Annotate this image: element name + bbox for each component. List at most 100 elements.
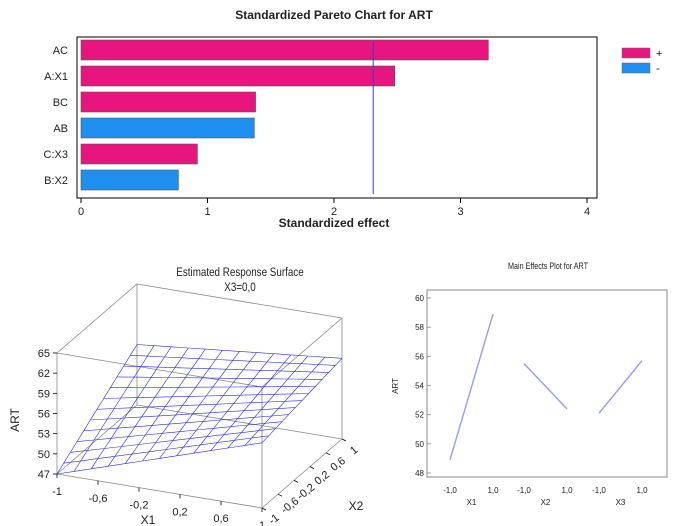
surface-box-edge [261, 438, 343, 509]
pareto-legend: +- [621, 47, 662, 75]
surface-z-tick-label: 62 [38, 368, 50, 380]
surface-z-tick-label: 65 [38, 348, 50, 360]
pareto-x-ticks: 0 1 2 3 4 [78, 198, 590, 218]
surface-x-tick-label: 1 [259, 520, 265, 526]
pareto-plot-frame [76, 36, 598, 199]
main-level-label: -1,0 [443, 486, 457, 495]
surface-x-tick-label: 0,6 [213, 513, 228, 525]
main-effect-line [523, 363, 568, 410]
main-effects-chart: Main Effects Plot for ART 48 50 52 54 56 58 60… [391, 261, 668, 507]
surface-subtitle: X3=0,0 [224, 281, 255, 294]
main-y-tick-label: 60 [415, 294, 424, 303]
surface-y-label: X2 [349, 499, 364, 513]
main-y-tick-label: 50 [415, 440, 424, 449]
surface-z-tick-label: 59 [38, 388, 50, 400]
pareto-legend-swatch [621, 47, 651, 59]
main-y-tick-label: 54 [415, 382, 424, 391]
pareto-x-label: Standardized effect [279, 216, 390, 230]
pareto-chart: Standardized Pareto Chart for ART AC A:X1… [44, 8, 663, 230]
main-level-label: -1,0 [592, 486, 606, 495]
pareto-x-tick-label: 2 [331, 206, 337, 218]
main-effect-line [449, 313, 494, 461]
surface-y-tick [309, 466, 315, 469]
main-level-label: 1,0 [561, 486, 573, 495]
surface-y-tick-label: 0,6 [328, 455, 347, 474]
surface-mesh-line [130, 355, 336, 366]
main-y-label: ART [391, 378, 400, 394]
main-factor-label: X3 [616, 498, 626, 507]
surface-mesh-line [136, 344, 343, 359]
pareto-bar [80, 65, 396, 87]
surface-x-tick-label: -1 [52, 486, 62, 498]
pareto-x-tick-label: 1 [204, 206, 210, 218]
pareto-x-tick-label: 4 [584, 206, 590, 218]
surface-z-tick-label: 50 [38, 449, 50, 461]
main-y-tick-label: 52 [415, 411, 424, 420]
surface-z-tick-label: 56 [38, 409, 50, 421]
main-y-tick-label: 48 [415, 469, 424, 478]
pareto-bar [80, 169, 179, 191]
surface-mesh-line [103, 393, 309, 399]
surface-y-tick [325, 452, 331, 456]
surface-y-tick-label: 0,2 [312, 469, 331, 488]
main-title: Main Effects Plot for ART [508, 261, 588, 271]
pareto-bar [80, 143, 198, 165]
pareto-category-label: AC [53, 45, 68, 57]
pareto-category-label: C:X3 [44, 149, 68, 161]
pareto-x-tick-label: 3 [457, 206, 463, 218]
surface-z-tick-label: 53 [38, 429, 50, 441]
surface-y-tick [293, 480, 299, 483]
main-effect-lines [449, 313, 643, 461]
surface-x-tick-label: -0,6 [89, 493, 108, 505]
surface-x-tick-label: -0,2 [130, 500, 149, 512]
surface-x-tick-label: 0,2 [172, 506, 187, 518]
surface-title: Estimated Response Surface [176, 266, 303, 279]
surface-y-tick [261, 507, 267, 511]
surface-z-ticks: 47 50 53 56 59 62 65 [38, 348, 57, 481]
pareto-legend-label: + [656, 48, 662, 60]
pareto-title: Standardized Pareto Chart for ART [235, 8, 433, 22]
surface-mesh [56, 344, 343, 475]
pareto-bar [80, 39, 489, 61]
pareto-bar [80, 117, 255, 139]
pareto-bars [80, 39, 489, 191]
main-factor-label: X2 [541, 498, 551, 507]
surface-mesh-line [261, 358, 343, 444]
main-level-label: 1,0 [636, 486, 648, 495]
pareto-category-label: AB [53, 123, 68, 135]
surface-z-label: ART [8, 407, 22, 431]
surface-box-edge [56, 352, 263, 388]
pareto-category-label: BC [53, 97, 68, 109]
surface-y-tick-label: -1 [267, 512, 282, 526]
pareto-category-label: B:X2 [44, 175, 68, 187]
surface-mesh-line [244, 356, 326, 446]
surface-y-tick-label: -0,2 [295, 481, 317, 502]
surface-mesh-line [116, 376, 323, 380]
main-level-label: -1,0 [517, 486, 531, 495]
main-effect-line [598, 360, 643, 414]
pareto-category-labels: AC A:X1 BC AB C:X3 B:X2 [44, 45, 69, 187]
response-surface-chart: Estimated Response Surface X3=0,0 47 50 53… [8, 266, 364, 526]
surface-x-label: X1 [141, 513, 156, 526]
surface-y-tick [277, 493, 283, 497]
pareto-category-label: A:X1 [44, 71, 68, 83]
surface-box-edge [56, 473, 263, 509]
surface-mesh-line [96, 400, 303, 410]
main-factor-label: X1 [467, 498, 477, 507]
main-y-tick-label: 58 [415, 323, 424, 332]
surface-box-edge [56, 283, 138, 354]
surface-box-edge [136, 404, 343, 440]
surface-z-tick-label: 47 [38, 469, 50, 481]
surface-x-ticks: -1 -0,6 -0,2 0,2 0,6 1 [52, 474, 265, 526]
surface-y-tick-label: 1 [348, 444, 360, 457]
surface-box-edge [261, 317, 343, 388]
pareto-bar [80, 91, 256, 113]
pareto-x-tick-label: 0 [78, 206, 84, 218]
main-y-ticks: 48 50 52 54 56 58 60 [415, 294, 431, 478]
main-level-label: 1,0 [487, 486, 499, 495]
main-plot-frame [426, 289, 668, 478]
surface-mesh-line [123, 365, 329, 373]
surface-y-tick [341, 438, 347, 442]
surface-box-edge [136, 283, 343, 319]
